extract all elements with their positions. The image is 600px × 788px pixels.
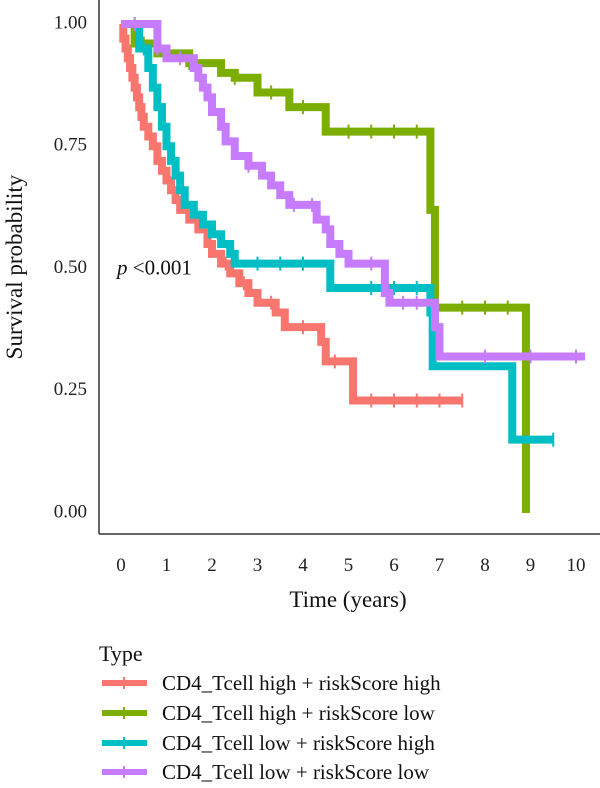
y-axis-title: Survival probability: [2, 174, 27, 359]
legend-title: Type: [99, 641, 143, 666]
p-value-text: <0.001: [133, 255, 192, 279]
y-tick-label-050: 0.50: [54, 257, 87, 278]
x-tick-label-0: 0: [116, 555, 126, 576]
legend-label-4: CD4_Tcell low + riskScore low: [162, 760, 430, 784]
survival-curves: [119, 17, 586, 513]
x-tick-label-1: 1: [162, 555, 172, 576]
series-line-4: [121, 20, 586, 361]
x-tick-label-3: 3: [253, 555, 263, 576]
x-tick-labels: 0 1 2 3 4 5 6 7 8 9 10: [116, 555, 585, 576]
legend-label-3: CD4_Tcell low + riskScore high: [162, 731, 435, 755]
x-tick-label-2: 2: [207, 555, 217, 576]
legend-item-4: CD4_Tcell low + riskScore low: [102, 760, 430, 784]
legend-item-3: CD4_Tcell low + riskScore high: [102, 731, 435, 755]
x-tick-label-6: 6: [389, 555, 399, 576]
x-tick-label-7: 7: [435, 555, 445, 576]
series-line-3: [121, 20, 554, 444]
x-tick-label-8: 8: [480, 555, 490, 576]
legend-item-1: CD4_Tcell high + riskScore high: [102, 671, 441, 695]
p-value-annotation: p <0.001: [115, 255, 192, 279]
p-symbol: p: [115, 255, 128, 279]
legend-label-1: CD4_Tcell high + riskScore high: [162, 671, 441, 695]
x-tick-label-10: 10: [567, 555, 586, 576]
series-line-1: [119, 20, 463, 405]
y-tick-labels: 1.00 0.75 0.50 0.25 0.00: [54, 12, 87, 522]
legend-label-2: CD4_Tcell high + riskScore low: [162, 701, 436, 725]
legend: Type CD4_Tcell high + riskScore high CD4…: [99, 641, 441, 784]
x-tick-label-4: 4: [298, 555, 308, 576]
y-tick-label-1: 1.00: [54, 12, 87, 33]
y-tick-label-000: 0.00: [54, 501, 87, 522]
y-tick-label-025: 0.25: [54, 379, 87, 400]
y-tick-label-075: 0.75: [54, 135, 87, 156]
legend-item-2: CD4_Tcell high + riskScore low: [102, 701, 436, 725]
x-tick-label-5: 5: [344, 555, 354, 576]
x-tick-label-9: 9: [526, 555, 536, 576]
x-axis-title: Time (years): [289, 587, 406, 612]
